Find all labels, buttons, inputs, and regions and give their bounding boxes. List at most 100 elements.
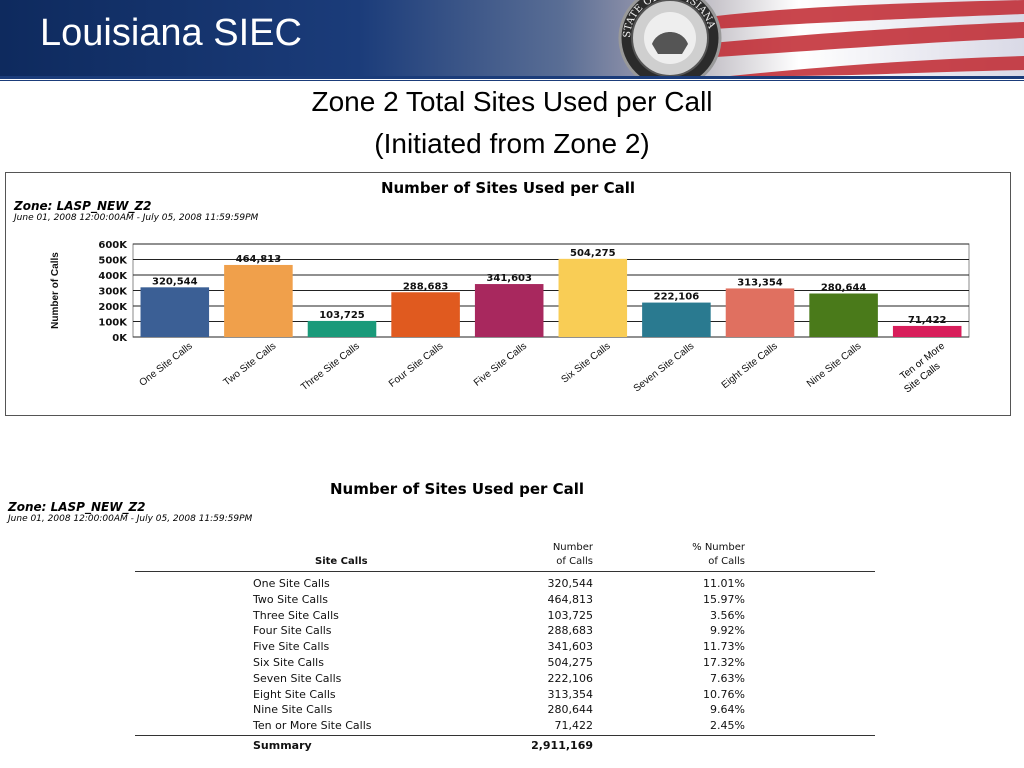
row-percent: 17.32% [703,656,745,669]
header-rule-thin [0,80,1024,81]
table-zone-label: Zone: LASP_NEW_Z2 [8,500,146,514]
header-rule [0,76,1024,79]
row-number: 71,422 [554,719,594,733]
row-label: One Site Calls [253,577,330,590]
bar [892,325,962,337]
header-banner: Louisiana SIEC STATE OF LOUISIANA [0,0,1024,76]
row-percent: 9.92% [710,624,745,638]
chart-title: Number of Sites Used per Call [380,179,636,197]
x-tick-label: Nine Site Calls [805,341,863,390]
table-row: Nine Site Calls 280,644 9.64% [135,703,875,719]
bar [224,264,293,337]
y-tick-label: 500K [98,256,128,267]
table-date-range: June 01, 2008 12:00:00AM - July 05, 2008… [8,514,253,524]
x-tick-label: One Site Calls [138,341,195,389]
x-tick-label: Five Site Calls [472,341,529,389]
bar-value-label: 280,644 [821,283,867,294]
row-number: 288,683 [547,624,594,638]
header-pct-line2: of Calls [708,556,745,567]
bar-value-label: 313,354 [737,277,783,288]
table-row: Eight Site Calls 313,354 10.76% [135,688,875,704]
y-tick-label: 600K [98,240,128,251]
row-number: 313,354 [547,687,594,701]
bar-chart: 0K 100K 200K 300K 400K 500K 600K Number of Call… [50,240,970,395]
table-section: Number of Sites Used per Call Zone: LASP… [0,478,1024,768]
y-tick-label: 400K [98,271,128,282]
bar [558,258,628,337]
bar [809,293,878,337]
header-divider [135,571,875,572]
row-percent: 15.97% [703,592,745,606]
row-label: Two Site Calls [253,592,329,606]
state-seal-icon: STATE OF LOUISIANA [618,0,722,76]
bar [391,292,460,337]
row-number: 504,275 [547,656,594,669]
x-tick-label: Four Site Calls [387,341,445,390]
bar [307,320,377,337]
x-tick-label: Two Site Calls [222,341,279,389]
chart-zone-label: Zone: LASP_NEW_Z2 [14,199,152,213]
table-row: One Site Calls 320,544 11.01% [135,577,875,593]
x-tick-label: Three Site Calls [299,341,362,393]
summary-divider [135,735,875,736]
row-percent: 7.63% [710,671,745,685]
bar-value-label: 288,683 [403,281,449,292]
row-percent: 9.64% [710,703,745,717]
header-site-calls: Site Calls [315,556,368,567]
chart-panel: Number of Sites Used per Call Zone: LASP… [5,172,1011,416]
header-number-line1: Number [552,542,593,553]
x-tick-label: Eight Site Calls [720,341,780,391]
bar [474,284,544,337]
bar-value-label: 341,603 [486,273,532,284]
flag-stripes [700,0,1024,76]
header-number-line2: of Calls [556,556,593,567]
row-percent: 10.76% [703,687,745,701]
y-tick-label: 0K [112,333,128,344]
row-label: Nine Site Calls [253,703,333,717]
summary-row: Summary 2,911,169 [135,739,875,755]
row-number: 222,106 [547,671,594,685]
table-row: Five Site Calls 341,603 11.73% [135,640,875,656]
bar-value-label: 222,106 [654,292,700,303]
row-label: Seven Site Calls [253,671,342,685]
row-number: 320,544 [547,577,594,590]
row-label: Eight Site Calls [253,687,336,701]
bar-value-label: 464,813 [236,254,282,265]
summary-number: 2,911,169 [531,739,593,752]
row-label: Ten or More Site Calls [253,719,372,733]
x-tick-label: Seven Site Calls [632,341,697,395]
table-row: Three Site Calls 103,725 3.56% [135,609,875,625]
bar-value-label: 504,275 [570,248,616,259]
y-tick-label: 300K [98,287,128,298]
row-label: Five Site Calls [253,640,330,654]
header-pct-line1: % Number [692,542,745,553]
chart-date-range: June 01, 2008 12:00:00AM - July 05, 2008… [14,213,259,223]
y-tick-label: 100K [98,318,128,329]
table-row: Four Site Calls 288,683 9.92% [135,624,875,640]
table-title: Number of Sites Used per Call [330,480,585,498]
row-label: Four Site Calls [253,624,332,638]
app-title: Louisiana SIEC [40,12,302,54]
bar [140,287,210,337]
row-label: Three Site Calls [253,608,339,622]
row-number: 341,603 [547,640,594,654]
row-percent: 3.56% [710,608,745,622]
bar-value-label: 71,422 [908,315,947,326]
slide-title-line2: (Initiated from Zone 2) [374,128,650,159]
row-number: 464,813 [547,592,594,606]
bar [725,288,795,337]
table-row: Six Site Calls 504,275 17.32% [135,656,875,672]
row-label: Six Site Calls [253,656,324,669]
bar-value-label: 320,544 [152,276,198,287]
row-percent: 11.01% [703,577,745,590]
row-number: 280,644 [547,703,594,717]
bar-value-label: 103,725 [319,310,365,321]
row-number: 103,725 [547,608,594,622]
table-row: Ten or More Site Calls 71,422 2.45% [135,719,875,735]
row-percent: 2.45% [710,719,745,733]
summary-label: Summary [253,739,312,752]
slide-title-line1: Zone 2 Total Sites Used per Call [311,86,713,117]
y-tick-label: 200K [98,302,128,313]
bar [642,302,711,337]
